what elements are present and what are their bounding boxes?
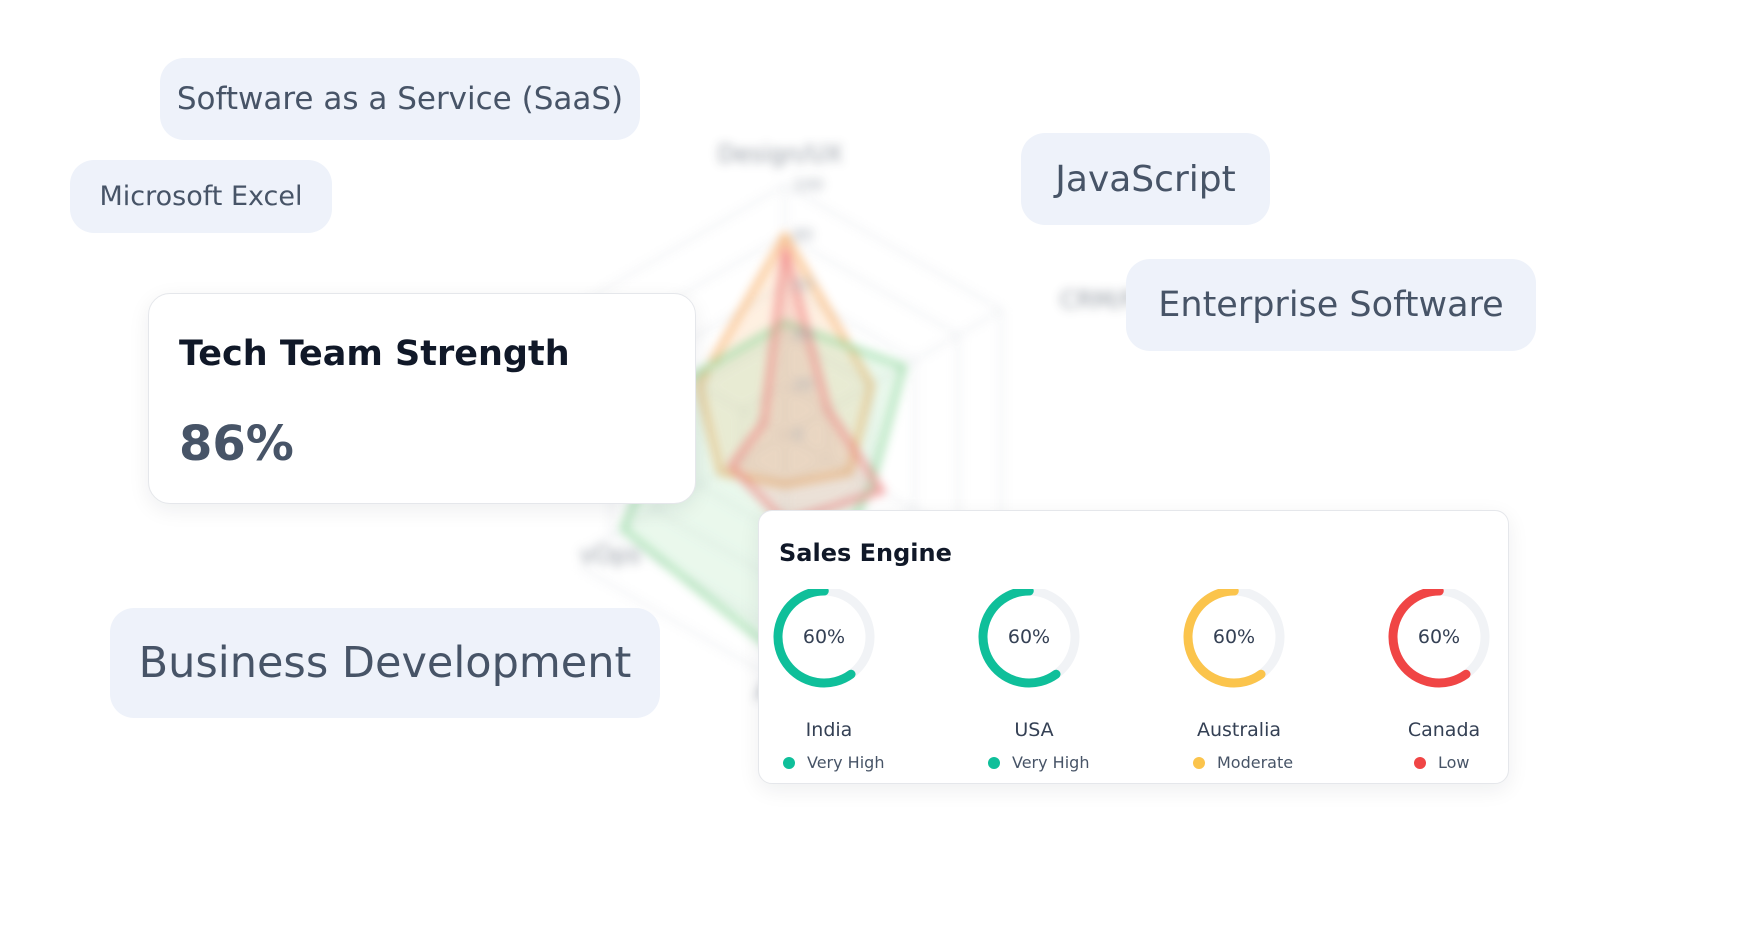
australia-percent-label: 60% xyxy=(1212,626,1256,648)
australia-status: Moderate xyxy=(1193,753,1293,772)
radar-axis-label: Design/UX xyxy=(718,140,843,168)
india-name: India xyxy=(805,719,853,741)
chip-business-development: Business Development xyxy=(110,608,660,718)
canada-status-label: Low xyxy=(1438,753,1470,772)
chip-enterprise-label: Enterprise Software xyxy=(1158,285,1504,325)
india-status-dot xyxy=(783,756,795,769)
tech-team-strength-value: 86% xyxy=(179,416,294,472)
india-progress-ring xyxy=(773,589,875,688)
chip-saas-label: Software as a Service (SaaS) xyxy=(176,81,624,117)
canada-progress-ring xyxy=(1388,589,1490,688)
usa-status-dot xyxy=(988,756,1000,769)
canada-status: Low xyxy=(1414,753,1470,772)
australia-name: Australia xyxy=(1196,719,1282,741)
australia-progress-ring xyxy=(1183,589,1285,688)
radar-spoke xyxy=(784,309,1003,436)
australia-status-label: Moderate xyxy=(1217,753,1294,772)
canada-status-dot xyxy=(1414,756,1426,769)
usa-percent-label: 60% xyxy=(1007,626,1051,648)
sales-engine-card: Sales Engine 60% India Very High 60% USA… xyxy=(758,510,1509,784)
india-status: Very High xyxy=(783,753,884,772)
radar-tick-label: 0 xyxy=(793,425,803,444)
australia-status-dot xyxy=(1193,756,1205,769)
usa-status-label: Very High xyxy=(1012,753,1090,772)
radar-tick-label: 40 xyxy=(793,325,813,344)
canada-name: Canada xyxy=(1407,719,1481,741)
chip-bizdev-label: Business Development xyxy=(138,638,632,688)
chip-javascript-label: JavaScript xyxy=(1055,158,1236,200)
radar-tick-label: 60 xyxy=(793,275,813,294)
usa-status: Very High xyxy=(988,753,1089,772)
chip-saas: Software as a Service (SaaS) xyxy=(160,58,640,140)
tech-team-strength-title: Tech Team Strength xyxy=(179,334,570,374)
india-status-label: Very High xyxy=(807,753,885,772)
chip-javascript: JavaScript xyxy=(1021,133,1270,225)
usa-name: USA xyxy=(1014,719,1054,741)
sales-engine-title: Sales Engine xyxy=(779,539,952,567)
usa-progress-ring xyxy=(978,589,1080,688)
india-percent-label: 60% xyxy=(802,626,846,648)
radar-tick-label: 100 xyxy=(793,175,824,194)
radar-axis-label: Cloud/DevOps xyxy=(580,541,641,569)
radar-tick-label: 20 xyxy=(793,375,813,394)
tech-team-strength-card: Tech Team Strength 86% xyxy=(148,293,696,504)
chip-excel-label: Microsoft Excel xyxy=(99,181,303,212)
chip-enterprise-software: Enterprise Software xyxy=(1126,259,1536,351)
chip-microsoft-excel: Microsoft Excel xyxy=(70,160,332,233)
radar-series-0 xyxy=(696,230,874,488)
canada-percent-label: 60% xyxy=(1417,626,1461,648)
radar-tick-label: 80 xyxy=(793,225,813,244)
